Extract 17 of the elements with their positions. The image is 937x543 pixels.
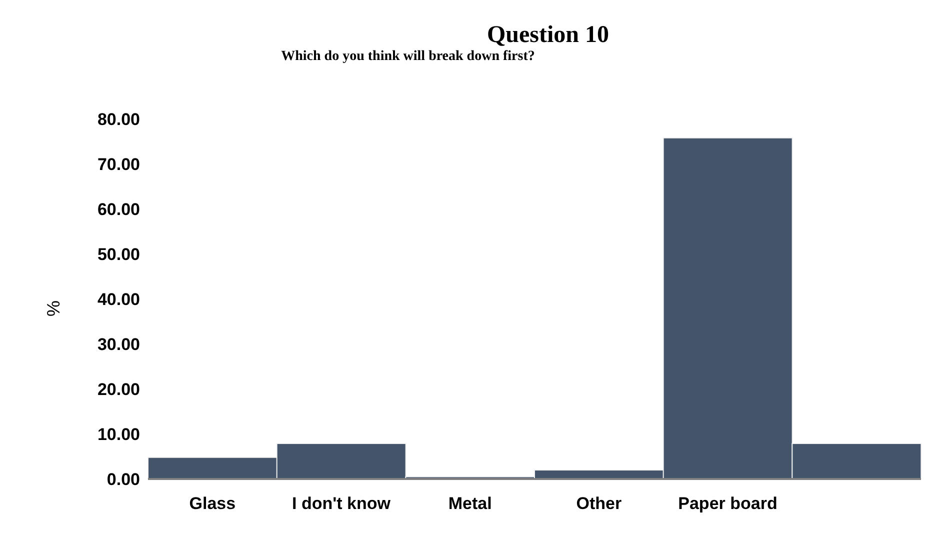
x-tick-label: Glass <box>189 494 236 514</box>
chart-subtitle: Which do you think will break down first? <box>280 49 536 65</box>
y-tick-label: 70.00 <box>97 155 140 174</box>
x-tick-label: Paper board <box>678 494 778 514</box>
y-tick-label: 40.00 <box>97 290 140 310</box>
x-tick-label: I don't know <box>292 494 392 514</box>
y-tick-label: 30.00 <box>97 335 140 354</box>
y-tick-label: 0.00 <box>106 470 140 490</box>
x-tick-label: Other <box>576 494 622 514</box>
y-tick-label: 10.00 <box>97 425 140 444</box>
chart-title: Question 10 <box>486 22 610 49</box>
y-axis-title: % <box>44 300 64 317</box>
y-tick-label: 80.00 <box>97 110 140 130</box>
y-tick-label: 50.00 <box>97 245 140 264</box>
y-tick-label: 60.00 <box>97 200 140 220</box>
x-tick-label: Metal <box>448 494 492 514</box>
y-tick-label: 20.00 <box>97 380 140 400</box>
